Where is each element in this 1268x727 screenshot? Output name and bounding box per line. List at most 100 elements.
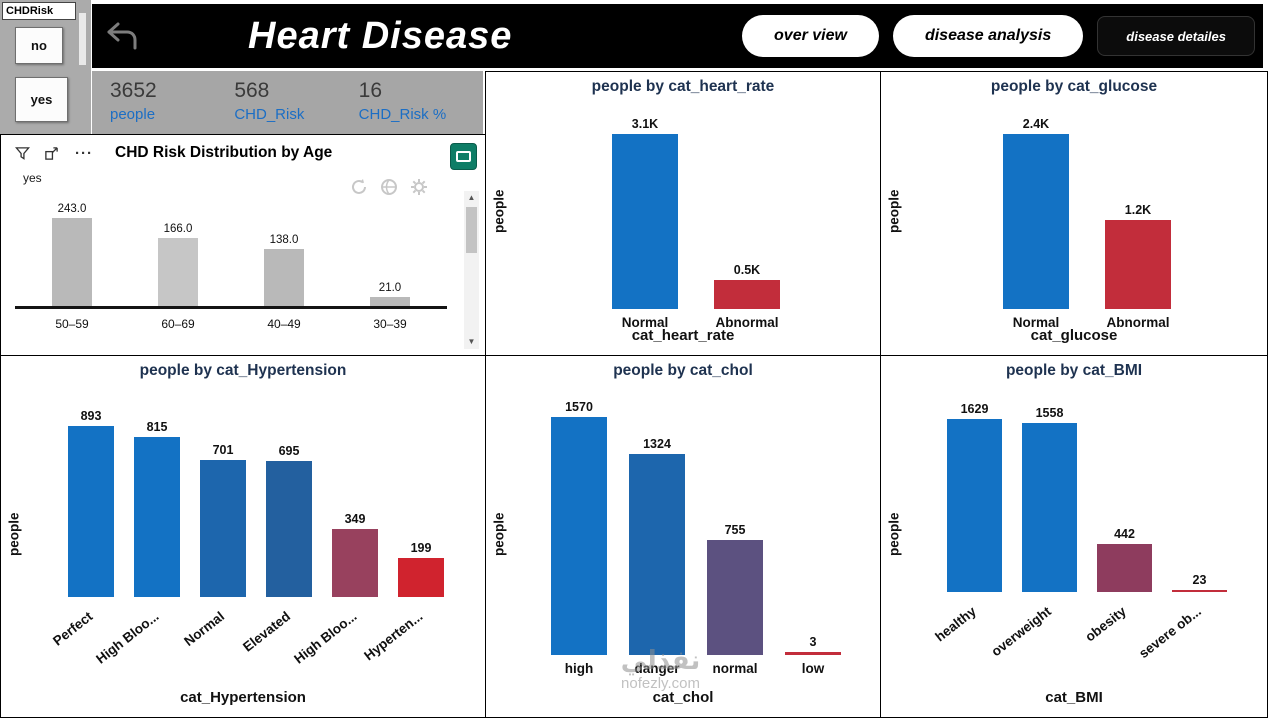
slicer-option-no[interactable]: no — [15, 27, 63, 64]
bar-group-60-69: 166.0 60–69 — [158, 203, 198, 331]
y-axis-label: people — [491, 512, 507, 557]
bar-severe-ob[interactable] — [1172, 589, 1227, 592]
bar-50-59[interactable] — [52, 218, 92, 306]
chart-people-by-cat-heart-rate: people by cat_heart_rate people 3.1K Norm… — [485, 71, 881, 356]
plot-region: people 2.4K Normal 1.2K Abnormal — [881, 96, 1267, 330]
bar-elevated[interactable] — [266, 460, 312, 597]
scroll-thumb[interactable] — [466, 207, 477, 253]
bar-obesity[interactable] — [1097, 544, 1152, 592]
category-label: Hyperten... — [361, 608, 426, 664]
globe-icon — [379, 177, 399, 202]
y-axis-label: people — [886, 512, 902, 557]
age-bar-plot: 243.0 50–59 166.0 60–69 138.0 40–49 21.0 30–39 — [15, 203, 447, 331]
bar-value-label: 1570 — [565, 399, 593, 414]
bar-group-perfect: 893 Perfect — [50, 409, 114, 649]
category-label: Elevated — [240, 608, 294, 655]
slicer-scrollbar[interactable] — [79, 13, 86, 65]
x-axis-label: cat_heart_rate — [631, 327, 735, 344]
bar-high-bloo[interactable] — [134, 437, 180, 597]
category-label: danger — [634, 661, 680, 676]
bar-value-label: 166.0 — [163, 222, 193, 235]
category-label: Normal — [181, 608, 228, 650]
comments-icon-glyph — [456, 151, 471, 162]
chart-title: people by cat_heart_rate — [591, 78, 775, 95]
bar-group-normal: 755 normal — [707, 397, 763, 676]
bar-group-high-bloo: 815 High Bloo... — [93, 409, 180, 667]
plot-region: people 1570 high 1324 danger 755 normal 3 low — [486, 380, 880, 689]
bar-normal[interactable] — [612, 134, 678, 309]
kpi-chd-risk: 568 CHD_Risk — [234, 79, 358, 134]
category-label: Abnormal — [715, 315, 779, 330]
heart-rate-bar-plot: 3.1K Normal 0.5K Abnormal — [612, 117, 780, 330]
chart-scrollbar[interactable]: ▲ ▼ — [464, 191, 479, 349]
faded-visual-icons — [349, 177, 429, 202]
bar-value-label: 138.0 — [269, 234, 299, 247]
bar-abnormal[interactable] — [1105, 220, 1171, 309]
nav-overview-button[interactable]: over view — [742, 15, 879, 57]
filter-icon[interactable] — [15, 146, 30, 161]
back-arrow-icon[interactable] — [104, 21, 140, 51]
bar-group-abnormal: 1.2K Abnormal — [1105, 117, 1171, 330]
x-axis-label: cat_BMI — [1045, 689, 1103, 706]
chart-toolbar: ··· CHD Risk Distribution by Age — [1, 140, 485, 170]
nav-disease-analysis-button[interactable]: disease analysis — [892, 15, 1084, 57]
bar-group-elevated: 695 Elevated — [241, 409, 312, 655]
y-axis-label: people — [491, 189, 507, 234]
comments-icon[interactable] — [450, 143, 477, 170]
bar-value-label: 893 — [80, 409, 102, 423]
kpi-bar: 3652 people 568 CHD_Risk 16 CHD_Risk % — [92, 71, 483, 134]
bar-hyperten[interactable] — [398, 558, 444, 597]
nav-buttons: over view disease analysis disease detai… — [742, 15, 1255, 57]
category-label: obesity — [1082, 603, 1130, 645]
scroll-down-icon[interactable]: ▼ — [467, 337, 476, 346]
bar-abnormal[interactable] — [714, 279, 780, 309]
bar-value-label: 1558 — [1035, 405, 1064, 420]
y-axis-label: people — [886, 189, 902, 234]
x-axis-label: cat_glucose — [1030, 327, 1118, 344]
gear-icon — [409, 177, 429, 202]
chol-bar-plot: 1570 high 1324 danger 755 normal 3 low — [551, 397, 841, 676]
chart-title: CHD Risk Distribution by Age — [115, 144, 333, 161]
scroll-up-icon[interactable]: ▲ — [467, 193, 476, 202]
bar-group-danger: 1324 danger — [629, 397, 685, 676]
bmi-bar-plot: 1629 healthy 1558 overweight 442 obesity 23 sev… — [933, 402, 1227, 661]
bar-high-bloo[interactable] — [332, 528, 378, 597]
bar-group-50-59: 243.0 50–59 — [52, 203, 92, 331]
chart-chd-risk-by-age: ··· CHD Risk Distribution by Age yes 243… — [0, 134, 486, 356]
nav-disease-details-button[interactable]: disease detailes — [1097, 16, 1255, 56]
bar-perfect[interactable] — [68, 426, 114, 597]
bar-normal[interactable] — [200, 459, 246, 597]
legend-label: yes — [23, 171, 42, 185]
bar-40-49[interactable] — [264, 249, 304, 306]
bar-danger[interactable] — [629, 454, 685, 655]
x-axis-label: cat_chol — [652, 689, 714, 706]
chart-title: people by cat_Hypertension — [139, 362, 347, 379]
kpi-chd-risk-label: CHD_Risk — [234, 106, 305, 123]
bar-overweight[interactable] — [1022, 422, 1077, 592]
bar-value-label: 1629 — [960, 402, 989, 416]
category-label: Normal — [1012, 315, 1060, 330]
focus-mode-icon[interactable] — [44, 146, 59, 161]
kpi-chd-risk-value: 568 — [234, 79, 270, 102]
bar-60-69[interactable] — [158, 237, 198, 306]
bar-normal[interactable] — [1003, 134, 1069, 309]
bar-30-39[interactable] — [370, 297, 410, 306]
page-title: Heart Disease — [248, 14, 513, 57]
slicer-option-yes[interactable]: yes — [15, 77, 68, 122]
category-label: 60–69 — [161, 317, 195, 331]
bar-value-label: 2.4K — [1022, 117, 1050, 131]
bar-value-label: 0.5K — [733, 262, 761, 277]
bar-group-high-bloo: 349 High Bloo... — [291, 409, 378, 667]
bar-group-normal: 2.4K Normal — [1003, 117, 1069, 330]
more-options-icon[interactable]: ··· — [75, 144, 93, 162]
hypertension-bar-plot: 893 Perfect 815 High Bloo... 701 Normal 695 Ele… — [50, 409, 444, 667]
bar-high[interactable] — [551, 416, 607, 655]
bar-group-obesity: 442 obesity — [1083, 402, 1152, 645]
bar-group-40-49: 138.0 40–49 — [264, 203, 304, 331]
bar-normal[interactable] — [707, 540, 763, 655]
bar-low[interactable] — [785, 652, 841, 655]
plot-region: people 1629 healthy 1558 overweight 442 obesi… — [881, 380, 1267, 689]
bar-group-normal: 3.1K Normal — [612, 117, 678, 330]
plot-region: people 3.1K Normal 0.5K Abnormal — [486, 96, 880, 330]
bar-healthy[interactable] — [947, 419, 1002, 592]
